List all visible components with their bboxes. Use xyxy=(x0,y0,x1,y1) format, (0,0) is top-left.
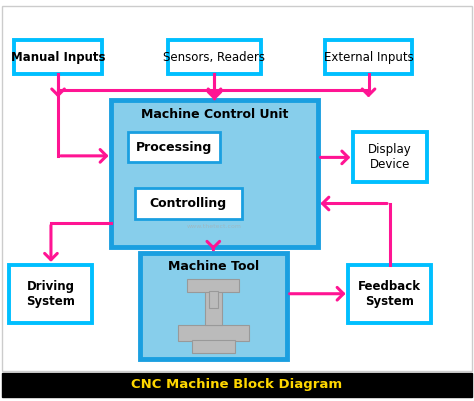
Text: External Inputs: External Inputs xyxy=(324,51,413,64)
Text: CNC Machine Block Diagram: CNC Machine Block Diagram xyxy=(131,379,343,391)
FancyBboxPatch shape xyxy=(9,265,92,323)
FancyBboxPatch shape xyxy=(2,6,472,371)
Text: Sensors, Readers: Sensors, Readers xyxy=(164,51,265,64)
FancyBboxPatch shape xyxy=(325,40,412,74)
Text: Driving
System: Driving System xyxy=(27,280,75,308)
FancyBboxPatch shape xyxy=(14,40,102,74)
FancyBboxPatch shape xyxy=(111,100,318,247)
FancyBboxPatch shape xyxy=(178,325,249,341)
FancyBboxPatch shape xyxy=(2,373,472,397)
FancyBboxPatch shape xyxy=(140,253,287,359)
Text: Display
Device: Display Device xyxy=(368,144,412,171)
FancyBboxPatch shape xyxy=(168,40,261,74)
Text: Machine Control Unit: Machine Control Unit xyxy=(141,108,288,121)
FancyBboxPatch shape xyxy=(205,291,222,325)
Text: Feedback
System: Feedback System xyxy=(358,280,421,308)
FancyBboxPatch shape xyxy=(128,132,220,162)
Text: Controlling: Controlling xyxy=(150,197,227,210)
FancyBboxPatch shape xyxy=(209,291,218,308)
FancyBboxPatch shape xyxy=(135,188,242,219)
Text: Processing: Processing xyxy=(136,141,212,154)
FancyBboxPatch shape xyxy=(192,340,235,353)
FancyBboxPatch shape xyxy=(353,132,427,182)
FancyBboxPatch shape xyxy=(348,265,431,323)
Text: www.thetect.com: www.thetect.com xyxy=(187,224,242,229)
Text: Machine Tool: Machine Tool xyxy=(168,260,259,273)
FancyBboxPatch shape xyxy=(187,279,239,292)
Text: Manual Inputs: Manual Inputs xyxy=(11,51,105,64)
